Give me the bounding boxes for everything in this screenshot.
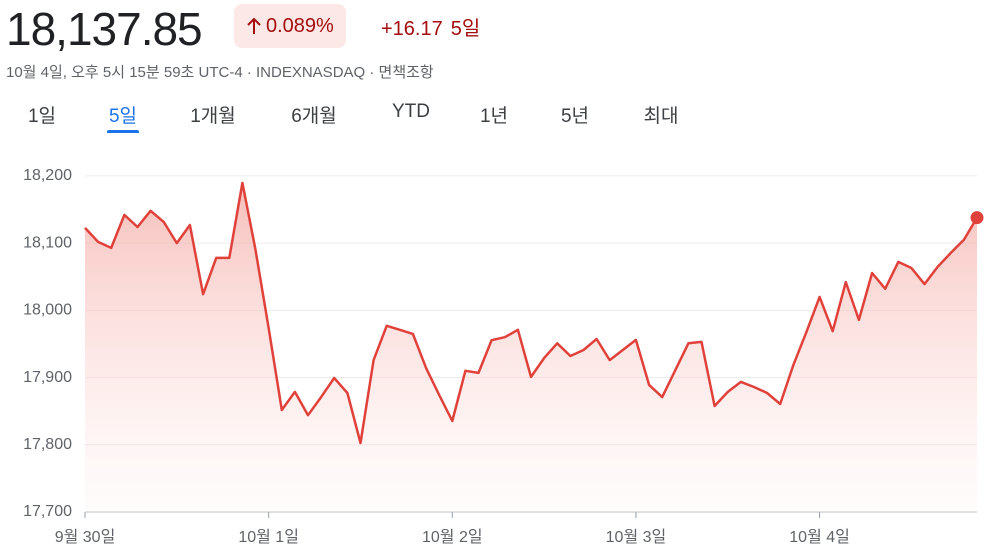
range-tab[interactable]: 1년 bbox=[479, 106, 509, 127]
area bbox=[85, 182, 977, 512]
y-tick-label: 18,000 bbox=[23, 302, 72, 319]
x-tick-label: 10월 3일 bbox=[606, 528, 667, 546]
up-arrow bbox=[247, 17, 261, 34]
x-tick-label: 10월 1일 bbox=[238, 528, 299, 546]
line bbox=[84, 181, 979, 445]
x-tick-label: 9월 30일 bbox=[55, 528, 116, 546]
range-tab[interactable]: 5일 bbox=[106, 101, 140, 133]
last-point bbox=[970, 211, 984, 225]
range-tab[interactable]: 최대 bbox=[643, 106, 679, 127]
range-tab[interactable]: YTD bbox=[392, 101, 430, 122]
y-tick-label: 17,700 bbox=[23, 503, 72, 520]
y-tick-label: 18,200 bbox=[23, 167, 72, 184]
y-tick-label: 17,900 bbox=[23, 369, 72, 386]
x-tick-label: 10월 2일 bbox=[422, 528, 483, 546]
x-tick-label: 10월 4일 bbox=[789, 528, 850, 546]
price: 18,137.85 bbox=[6, 3, 203, 55]
range-tab[interactable]: 5년 bbox=[560, 106, 590, 127]
range-tab[interactable]: 1일 bbox=[27, 106, 57, 127]
y-tick-label: 17,800 bbox=[23, 436, 72, 453]
change-percent-badge: 0.089% bbox=[234, 4, 346, 48]
period: 5일 bbox=[450, 18, 481, 40]
change-value: +16.17 bbox=[381, 18, 443, 40]
y-tick-label: 18,100 bbox=[23, 234, 72, 251]
change: +16.17 5일 bbox=[381, 12, 488, 41]
subtitle: 10월 4일, 오후 5시 15분 59초 UTC-4 · INDEXNASDA… bbox=[6, 64, 434, 81]
range-tab[interactable]: 1개월 bbox=[190, 106, 236, 127]
change-percent: 0.089% bbox=[266, 14, 334, 37]
range-tab[interactable]: 6개월 bbox=[291, 106, 337, 127]
